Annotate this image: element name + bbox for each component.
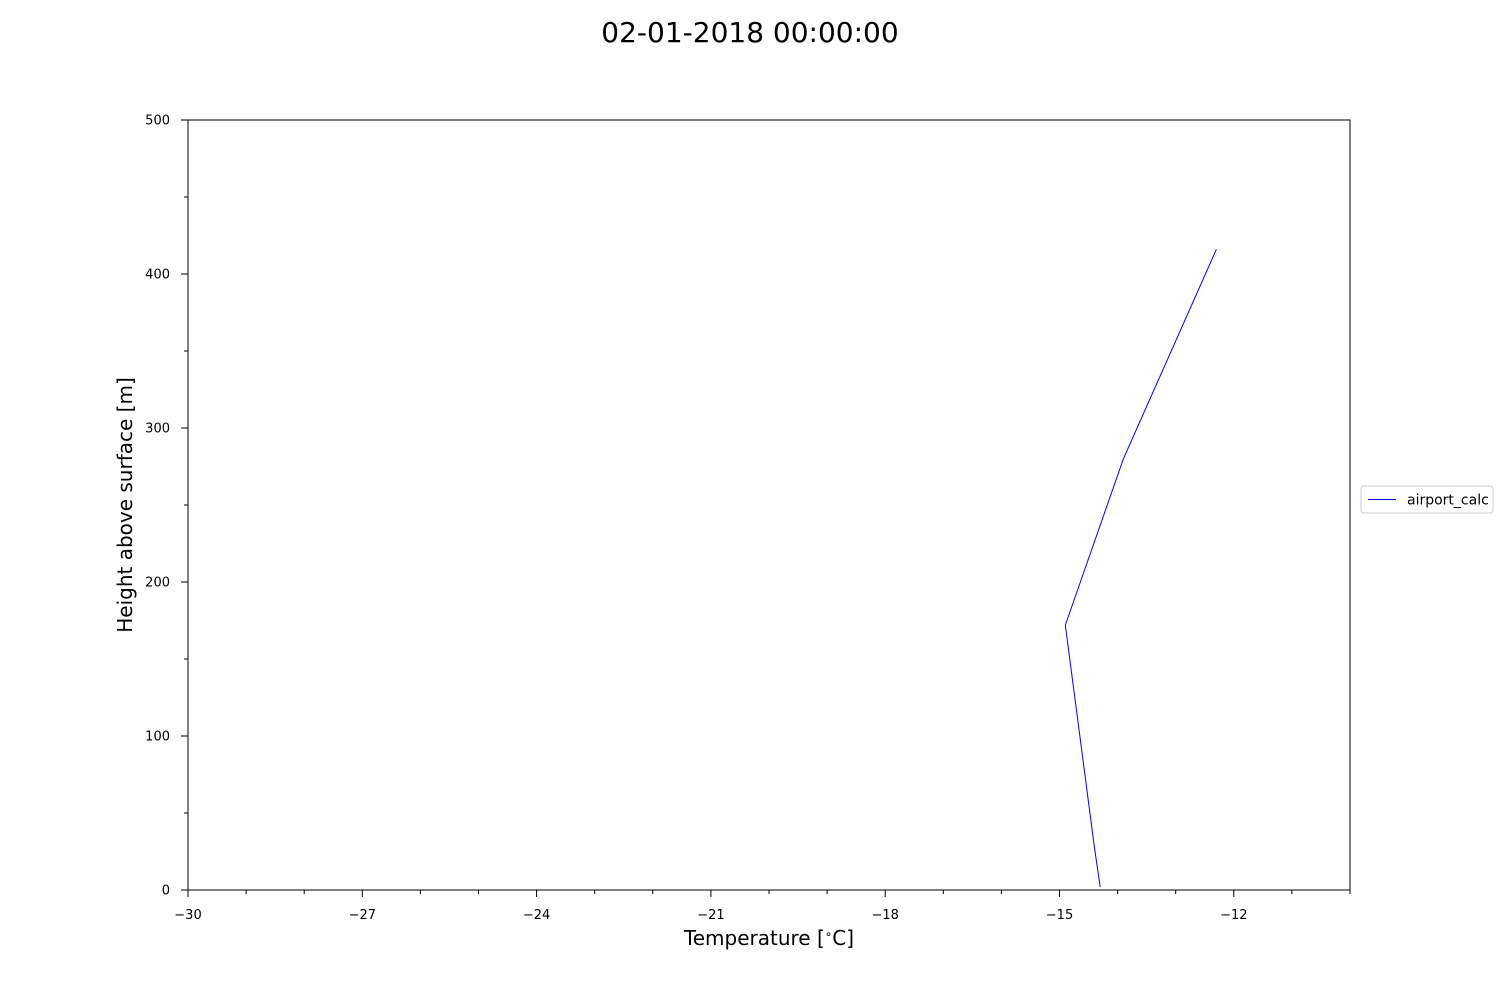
y-tick-label: 0 (162, 884, 170, 899)
x-tick-label: −15 (1046, 908, 1073, 923)
y-tick-label: 400 (145, 268, 170, 283)
x-tick-label: −30 (174, 908, 201, 923)
series-line-airport_calc (1064, 249, 1217, 887)
y-axis-ticks: 0 100 200 300 400 500 (145, 114, 188, 899)
x-tick-label: −12 (1220, 908, 1247, 923)
y-tick-label: 500 (145, 114, 170, 129)
legend-box (1360, 485, 1494, 514)
series-layer (1064, 249, 1217, 887)
x-axis-ticks: −30 −27 −24 −21 −18 −15 −12 (174, 890, 1351, 923)
y-axis-label: Height above surface [m] (113, 377, 137, 633)
x-tick-label: −21 (697, 908, 724, 923)
chart-title: 02-01-2018 00:00:00 (601, 16, 898, 49)
y-tick-label: 200 (145, 576, 170, 591)
x-tick-label: −27 (349, 908, 376, 923)
x-tick-label: −24 (523, 908, 550, 923)
y-tick-label: 100 (145, 730, 170, 745)
x-axis-label: Temperature [∘C] (683, 926, 854, 950)
plot-frame (187, 119, 1351, 891)
legend: airport_calc (1360, 485, 1494, 514)
x-tick-label: −18 (871, 908, 898, 923)
y-tick-label: 300 (145, 422, 170, 437)
plot-area: −30 −27 −24 −21 −18 −15 −12 0 100 200 300 400 500 (145, 114, 1351, 923)
legend-label-airport_calc: airport_calc (1407, 493, 1489, 509)
